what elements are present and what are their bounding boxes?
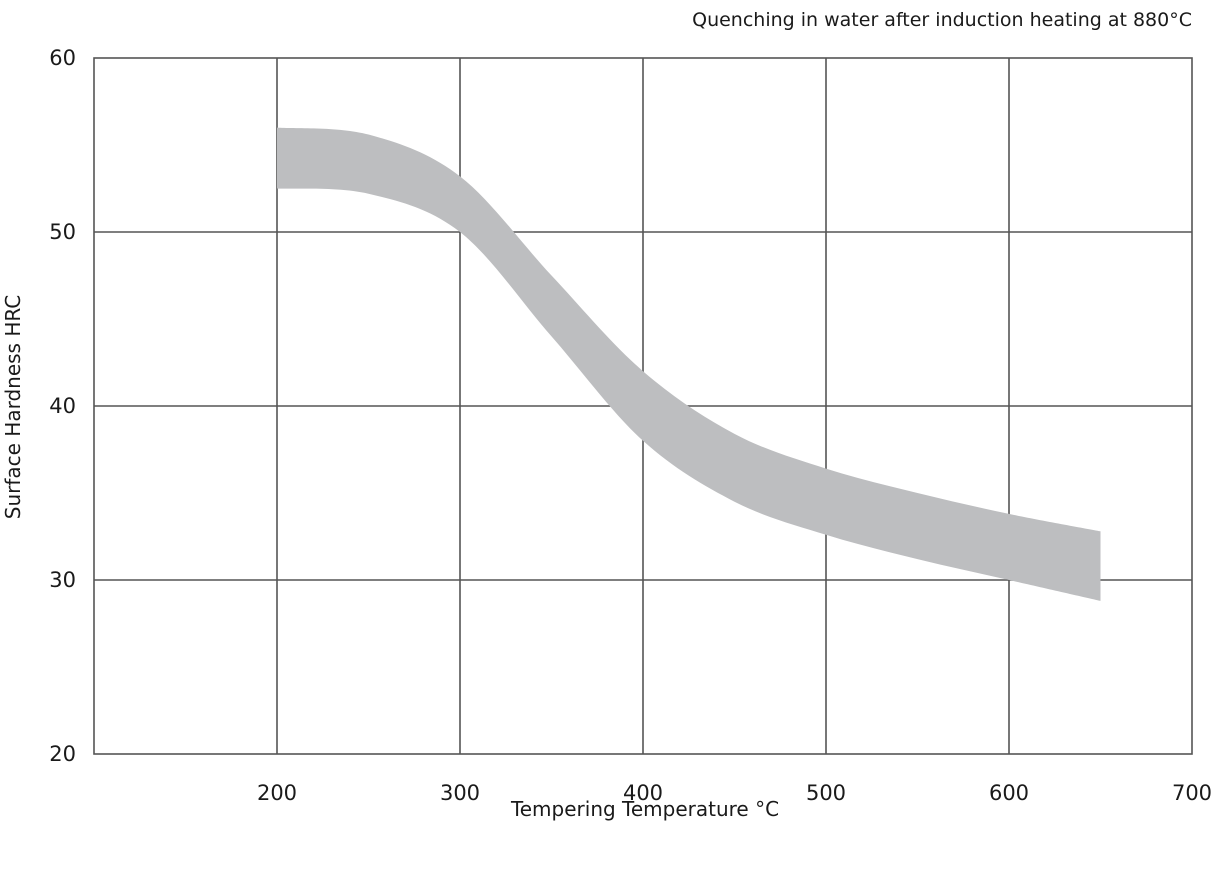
y-axis-label: Surface Hardness HRC xyxy=(1,295,25,520)
y-tick-label: 40 xyxy=(49,394,76,418)
y-tick-label: 20 xyxy=(49,742,76,766)
x-tick-label: 200 xyxy=(257,781,297,805)
x-axis-ticks: 200 300 400 500 600 700 xyxy=(257,781,1212,805)
y-tick-label: 60 xyxy=(49,46,76,70)
y-tick-label: 30 xyxy=(49,568,76,592)
plot-frame xyxy=(93,57,1193,755)
x-axis-label: Tempering Temperature °C xyxy=(510,797,779,821)
y-tick-label: 50 xyxy=(49,220,76,244)
y-axis-ticks: 20 30 40 50 60 xyxy=(49,46,76,766)
hardness-band xyxy=(277,127,1101,601)
x-tick-label: 500 xyxy=(806,781,846,805)
x-tick-label: 600 xyxy=(989,781,1029,805)
x-tick-label: 400 xyxy=(623,781,663,805)
chart-title: Quenching in water after induction heati… xyxy=(692,9,1192,31)
x-tick-label: 700 xyxy=(1172,781,1212,805)
x-tick-label: 300 xyxy=(440,781,480,805)
